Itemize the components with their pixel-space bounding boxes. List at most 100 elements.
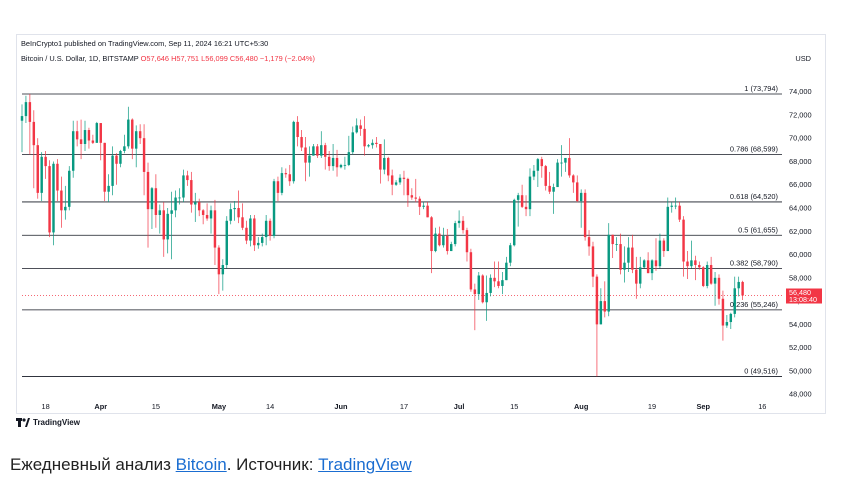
candle-body: [339, 164, 343, 168]
x-tick-label: May: [212, 402, 227, 411]
candle-body: [276, 181, 280, 193]
candle-body: [513, 199, 516, 246]
candle-body: [194, 202, 197, 205]
y-tick-label: 70,000: [789, 134, 812, 143]
candle-body: [524, 206, 528, 210]
candle-body: [446, 235, 449, 252]
candle-body: [694, 260, 697, 266]
candle-body: [666, 206, 670, 252]
tradingview-link[interactable]: TradingView: [318, 455, 412, 474]
candle-body: [520, 195, 524, 207]
candle-body: [576, 182, 579, 202]
candle-body: [477, 275, 481, 295]
candle-body: [367, 145, 370, 147]
candle-body: [83, 130, 87, 144]
candle-body: [501, 280, 504, 286]
candle-body: [131, 119, 134, 149]
candle-body: [414, 197, 418, 199]
candle-body: [190, 180, 193, 205]
y-tick-label: 52,000: [789, 343, 812, 352]
candle-body: [170, 210, 173, 214]
candle-body: [237, 208, 240, 218]
candle-body: [434, 233, 437, 252]
x-tick-label: 18: [42, 402, 50, 411]
y-tick-label: 50,000: [789, 366, 812, 375]
y-tick-label: 64,000: [789, 204, 812, 213]
candle-body: [371, 142, 374, 146]
x-tick-label: 15: [152, 402, 160, 411]
high-value: H57,751: [171, 54, 200, 63]
tradingview-icon: [16, 418, 30, 427]
candle-body: [36, 145, 39, 193]
candle-body: [40, 156, 43, 193]
candle-body: [142, 138, 146, 172]
y-tick-label: 66,000: [789, 180, 812, 189]
close-value: C56,480: [229, 54, 258, 63]
x-tick-label: 15: [510, 402, 518, 411]
candle-body: [599, 301, 603, 325]
candle-body: [209, 210, 213, 219]
candle-body: [48, 166, 51, 233]
candle-body: [528, 176, 532, 210]
candle-body: [355, 125, 358, 133]
candle-body: [150, 188, 154, 210]
bitcoin-link[interactable]: Bitcoin: [175, 455, 227, 474]
candle-body: [670, 205, 673, 207]
candle-body: [536, 159, 540, 171]
candle-body: [623, 262, 626, 270]
candle-body: [253, 218, 256, 246]
candle-body: [245, 227, 248, 241]
candlestick-chart[interactable]: 1 (73,794) 0.786 (68,599) 0.618 (64,520) 0.…: [17, 35, 827, 415]
candle-body: [292, 121, 295, 182]
candle-body: [71, 131, 75, 171]
candle-body: [509, 245, 512, 263]
candle-body: [481, 275, 484, 303]
candle-body: [284, 173, 288, 175]
candle-body: [56, 163, 59, 191]
candle-body: [430, 217, 433, 252]
chart-frame: BeInCrypto1 published on TradingView.com…: [16, 34, 826, 414]
candle-body: [379, 144, 382, 170]
candle-body: [442, 235, 445, 246]
change-value: −1,179 (−2.04%): [259, 54, 315, 63]
candle-body: [288, 174, 291, 182]
candle-body: [741, 281, 744, 296]
candle-body: [705, 265, 709, 286]
candle-body: [556, 162, 559, 188]
candle-body: [312, 146, 315, 156]
candle-body: [91, 140, 95, 143]
candle-body: [560, 162, 563, 164]
candle-body: [24, 102, 28, 117]
candle-body: [166, 213, 169, 240]
y-tick-label: 74,000: [789, 87, 812, 96]
candle-body: [68, 170, 71, 207]
candle-body: [461, 220, 465, 231]
tradingview-logo: TradingView: [16, 418, 80, 427]
candle-body: [607, 234, 610, 312]
candle-body: [725, 322, 729, 326]
candle-body: [213, 210, 217, 248]
caption-prefix: Ежедневный анализ: [10, 455, 176, 474]
candle-body: [615, 244, 618, 245]
fib-level-label: 0.236 (55,246): [730, 300, 778, 309]
candle-body: [119, 150, 122, 164]
candle-body: [99, 123, 102, 143]
candle-body: [87, 130, 91, 141]
candle-body: [646, 260, 650, 274]
candle-body: [79, 139, 83, 144]
price-tag-timer: 13:08:40: [789, 295, 817, 304]
candle-body: [304, 147, 307, 163]
candle-body: [197, 202, 201, 211]
x-tick-label: 19: [648, 402, 656, 411]
x-tick-label: 14: [266, 402, 274, 411]
candle-body: [260, 237, 264, 243]
candle-body: [52, 163, 55, 233]
x-tick-label: Apr: [94, 402, 107, 411]
x-tick-label: Jul: [454, 402, 465, 411]
candle-body: [178, 197, 181, 199]
candle-body: [485, 292, 488, 303]
candle-body: [579, 192, 583, 202]
candle-body: [658, 240, 662, 267]
candle-body: [721, 298, 725, 326]
candle-body: [619, 244, 622, 270]
